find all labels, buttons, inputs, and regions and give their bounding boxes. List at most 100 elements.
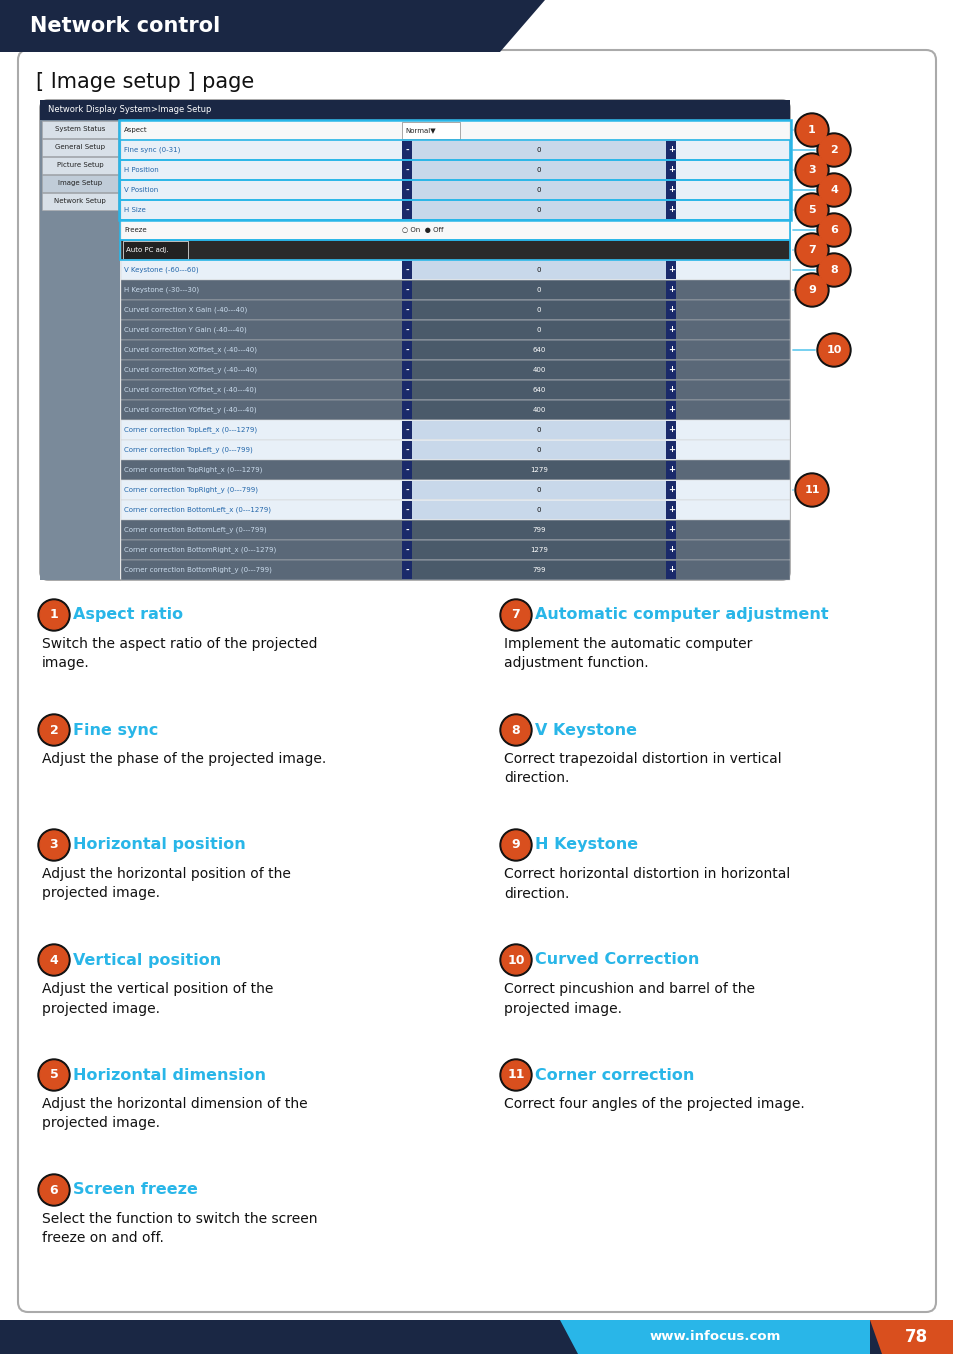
Text: +: +	[667, 306, 674, 314]
Bar	[412, 200, 665, 219]
Bar	[665, 421, 676, 439]
Text: 0: 0	[537, 267, 540, 274]
Bar	[412, 301, 665, 320]
Circle shape	[40, 946, 68, 974]
Text: 0: 0	[537, 167, 540, 173]
Bar	[665, 321, 676, 338]
Text: Correct horizontal distortion in horizontal
direction.: Correct horizontal distortion in horizon…	[503, 867, 789, 900]
Text: -: -	[405, 206, 409, 214]
Text: V Keystone: V Keystone	[535, 723, 637, 738]
Text: Fine sync (0-31): Fine sync (0-31)	[124, 146, 180, 153]
Text: 7: 7	[807, 245, 815, 255]
Text: Corner correction BottomRight_x (0---1279): Corner correction BottomRight_x (0---127…	[124, 547, 276, 554]
Bar	[401, 441, 412, 459]
Bar	[40, 100, 789, 121]
Text: H Keystone (-30---30): H Keystone (-30---30)	[124, 287, 199, 294]
Text: +: +	[667, 206, 674, 214]
Bar	[412, 321, 665, 338]
Bar	[40, 121, 120, 580]
Text: -: -	[405, 486, 409, 494]
Bar	[121, 420, 789, 440]
Text: +: +	[667, 425, 674, 435]
Circle shape	[501, 1062, 530, 1089]
Text: 9: 9	[807, 284, 815, 295]
Text: [ Image setup ] page: [ Image setup ] page	[36, 72, 254, 92]
Bar	[401, 261, 412, 279]
Bar	[412, 141, 665, 158]
Text: +: +	[667, 445, 674, 455]
Bar	[401, 542, 412, 559]
Bar	[119, 121, 790, 219]
Text: 0: 0	[537, 287, 540, 292]
Text: Adjust the vertical position of the
projected image.: Adjust the vertical position of the proj…	[42, 982, 274, 1016]
Bar	[121, 301, 789, 320]
Text: +: +	[667, 185, 674, 195]
Polygon shape	[559, 1320, 869, 1354]
Text: 0: 0	[537, 187, 540, 194]
Text: 1279: 1279	[530, 467, 547, 473]
Text: -: -	[405, 345, 409, 355]
Bar	[121, 399, 789, 420]
Text: 0: 0	[537, 427, 540, 433]
Text: Horizontal position: Horizontal position	[73, 838, 246, 853]
Bar	[121, 121, 789, 139]
Text: Corner correction BottomLeft_y (0---799): Corner correction BottomLeft_y (0---799)	[124, 527, 266, 533]
Text: Adjust the horizontal dimension of the
projected image.: Adjust the horizontal dimension of the p…	[42, 1097, 307, 1131]
Text: ○ On  ● Off: ○ On ● Off	[401, 227, 443, 233]
Text: -: -	[405, 185, 409, 195]
Text: 640: 640	[532, 347, 545, 353]
Bar	[120, 219, 789, 240]
Text: 400: 400	[532, 408, 545, 413]
Bar	[121, 200, 789, 219]
Text: Freeze: Freeze	[124, 227, 147, 233]
Bar	[121, 240, 789, 260]
Text: 1279: 1279	[530, 547, 547, 552]
Circle shape	[499, 944, 532, 976]
Text: -: -	[405, 366, 409, 375]
Text: 10: 10	[825, 345, 841, 355]
Text: Correct four angles of the projected image.: Correct four angles of the projected ima…	[503, 1097, 804, 1112]
Text: 1: 1	[807, 125, 815, 135]
Bar	[42, 157, 118, 175]
Circle shape	[794, 194, 828, 227]
Bar	[121, 320, 789, 340]
Bar	[412, 341, 665, 359]
Bar	[121, 160, 789, 180]
Text: +: +	[667, 486, 674, 494]
Text: +: +	[667, 525, 674, 535]
Text: +: +	[667, 386, 674, 394]
Bar	[121, 360, 789, 380]
Bar	[121, 561, 789, 580]
Circle shape	[499, 1059, 532, 1091]
Bar	[401, 401, 412, 418]
Text: Corner correction TopRight_y (0---799): Corner correction TopRight_y (0---799)	[124, 486, 257, 493]
Bar	[665, 181, 676, 199]
Bar	[412, 521, 665, 539]
Text: Corner correction: Corner correction	[535, 1067, 694, 1082]
Text: +: +	[667, 265, 674, 275]
Text: -: -	[405, 306, 409, 314]
Bar	[401, 321, 412, 338]
Circle shape	[499, 829, 532, 861]
Circle shape	[501, 946, 530, 974]
Text: -: -	[405, 286, 409, 295]
Bar	[412, 501, 665, 519]
Polygon shape	[869, 1320, 953, 1354]
Bar	[401, 282, 412, 299]
Circle shape	[794, 233, 828, 267]
Bar	[121, 440, 789, 460]
Circle shape	[796, 195, 826, 225]
Bar	[665, 282, 676, 299]
Circle shape	[816, 333, 850, 367]
Text: +: +	[667, 405, 674, 414]
Circle shape	[499, 714, 532, 746]
Circle shape	[38, 1174, 70, 1206]
Bar	[123, 241, 188, 259]
Bar	[401, 161, 412, 179]
Circle shape	[818, 255, 848, 284]
Bar	[412, 362, 665, 379]
Circle shape	[38, 829, 70, 861]
Bar	[412, 161, 665, 179]
Text: H Keystone: H Keystone	[535, 838, 638, 853]
Text: 7: 7	[511, 608, 519, 621]
